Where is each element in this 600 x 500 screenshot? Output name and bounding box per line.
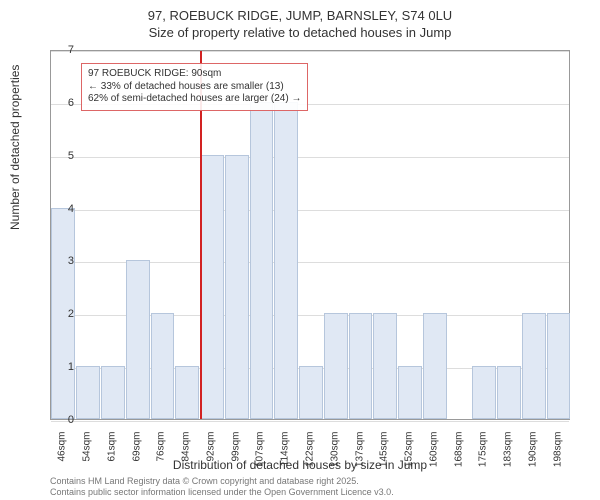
histogram-bar <box>175 366 199 419</box>
x-tick-label: 130sqm <box>329 432 340 472</box>
x-tick-label: 198sqm <box>552 432 563 472</box>
attribution-footer: Contains HM Land Registry data © Crown c… <box>50 476 394 498</box>
x-tick-label: 183sqm <box>503 432 514 472</box>
histogram-bar <box>274 102 298 419</box>
chart-title-desc: Size of property relative to detached ho… <box>0 23 600 40</box>
y-tick-label: 6 <box>68 97 74 109</box>
y-tick-label: 4 <box>68 203 74 215</box>
x-tick-label: 107sqm <box>255 432 266 472</box>
histogram-bar <box>101 366 125 419</box>
callout-line-2: ← 33% of detached houses are smaller (13… <box>88 81 301 94</box>
x-tick-label: 145sqm <box>379 432 390 472</box>
x-tick-label: 160sqm <box>428 432 439 472</box>
x-tick-label: 46sqm <box>57 432 68 472</box>
x-tick-label: 84sqm <box>181 432 192 472</box>
footer-line-1: Contains HM Land Registry data © Crown c… <box>50 476 394 487</box>
x-tick-label: 69sqm <box>131 432 142 472</box>
histogram-bar <box>126 260 150 419</box>
x-tick-label: 92sqm <box>205 432 216 472</box>
histogram-bar <box>373 313 397 419</box>
histogram-bar <box>151 313 175 419</box>
footer-line-2: Contains public sector information licen… <box>50 487 394 498</box>
callout-line-1: 97 ROEBUCK RIDGE: 90sqm <box>88 68 301 81</box>
histogram-bar <box>324 313 348 419</box>
histogram-bar <box>76 366 100 419</box>
histogram-bar <box>522 313 546 419</box>
gridline <box>51 157 569 158</box>
property-callout: 97 ROEBUCK RIDGE: 90sqm← 33% of detached… <box>81 63 308 111</box>
y-tick-label: 1 <box>68 361 74 373</box>
histogram-bar <box>472 366 496 419</box>
y-tick-label: 5 <box>68 150 74 162</box>
x-tick-label: 175sqm <box>478 432 489 472</box>
x-tick-label: 61sqm <box>106 432 117 472</box>
gridline <box>51 421 569 422</box>
gridline <box>51 210 569 211</box>
y-tick-label: 3 <box>68 255 74 267</box>
plot-area: 97 ROEBUCK RIDGE: 90sqm← 33% of detached… <box>50 50 570 420</box>
x-tick-label: 168sqm <box>453 432 464 472</box>
y-tick-label: 2 <box>68 308 74 320</box>
x-tick-label: 137sqm <box>354 432 365 472</box>
y-tick-label: 7 <box>68 44 74 56</box>
histogram-bar <box>497 366 521 419</box>
x-tick-label: 76sqm <box>156 432 167 472</box>
histogram-bar <box>225 155 249 419</box>
histogram-bar <box>250 102 274 419</box>
histogram-bar <box>398 366 422 419</box>
histogram-bar <box>349 313 373 419</box>
histogram-bar <box>299 366 323 419</box>
x-tick-label: 152sqm <box>404 432 415 472</box>
callout-line-3: 62% of semi-detached houses are larger (… <box>88 93 301 106</box>
y-tick-label: 0 <box>68 414 74 426</box>
chart-area: 97 ROEBUCK RIDGE: 90sqm← 33% of detached… <box>50 50 570 420</box>
histogram-bar <box>547 313 571 419</box>
chart-title-address: 97, ROEBUCK RIDGE, JUMP, BARNSLEY, S74 0… <box>0 0 600 23</box>
x-tick-label: 54sqm <box>82 432 93 472</box>
histogram-bar <box>200 155 224 419</box>
histogram-bar <box>423 313 447 419</box>
x-tick-label: 114sqm <box>280 432 291 472</box>
x-tick-label: 99sqm <box>230 432 241 472</box>
x-tick-label: 122sqm <box>305 432 316 472</box>
gridline <box>51 51 569 52</box>
x-tick-label: 190sqm <box>527 432 538 472</box>
y-axis-label: Number of detached properties <box>8 65 22 230</box>
